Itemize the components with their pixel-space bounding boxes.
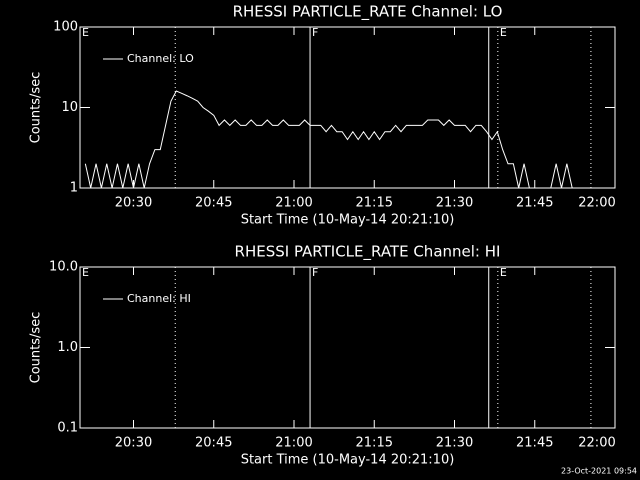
flag-label: E — [82, 26, 89, 39]
x-tick-label: 22:00 — [578, 196, 615, 211]
y-tick-label: 1 — [70, 181, 78, 196]
y-tick-label: 0.1 — [57, 421, 78, 436]
flag-label: E — [500, 266, 507, 279]
chart-title: RHESSI PARTICLE_RATE Channel: LO — [233, 3, 503, 22]
y-axis-title: Counts/sec — [29, 72, 44, 144]
flag-label: F — [312, 266, 318, 279]
legend-label: Channel: LO — [127, 52, 194, 65]
x-tick-label: 21:30 — [436, 436, 473, 451]
x-tick-label: 21:30 — [436, 196, 473, 211]
x-tick-label: 21:45 — [516, 436, 553, 451]
x-tick-label: 21:15 — [356, 436, 393, 451]
y-axis-title: Counts/sec — [29, 312, 44, 384]
flag-label: E — [82, 266, 89, 279]
timestamp: 23-Oct-2021 09:54 — [561, 467, 637, 476]
x-tick-label: 22:00 — [578, 436, 615, 451]
x-tick-label: 20:45 — [195, 196, 232, 211]
x-tick-label: 21:15 — [356, 196, 393, 211]
y-tick-label: 10 — [61, 100, 78, 115]
x-tick-label: 20:45 — [195, 436, 232, 451]
y-tick-label: 1.0 — [57, 340, 78, 355]
y-tick-label: 10.0 — [49, 260, 78, 275]
x-tick-label: 20:30 — [115, 196, 152, 211]
x-tick-label: 20:30 — [115, 436, 152, 451]
flag-label: E — [500, 26, 507, 39]
x-tick-label: 21:00 — [275, 436, 312, 451]
y-tick-label: 100 — [53, 20, 78, 35]
flag-label: F — [312, 26, 318, 39]
x-tick-label: 21:00 — [275, 196, 312, 211]
x-axis-title: Start Time (10-May-14 20:21:10) — [241, 453, 455, 468]
x-axis-title: Start Time (10-May-14 20:21:10) — [241, 213, 455, 228]
x-tick-label: 21:45 — [516, 196, 553, 211]
data-line — [84, 90, 573, 189]
chart-title: RHESSI PARTICLE_RATE Channel: HI — [235, 243, 501, 262]
legend-label: Channel: HI — [127, 292, 191, 305]
